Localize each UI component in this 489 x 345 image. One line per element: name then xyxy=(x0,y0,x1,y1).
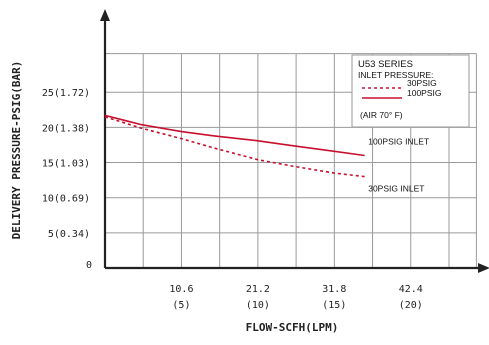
x-tick-sublabel: (20) xyxy=(399,300,423,311)
x-tick-label: 10.6 xyxy=(169,284,193,295)
legend-note: (AIR 70° F) xyxy=(360,110,403,120)
y-tick-labels: 0 5(0.34) 10(0.69) 15(1.03) 20(1.38) 25(1.72) xyxy=(42,88,92,271)
x-axis-title: FLOW-SCFH(LPM) xyxy=(246,321,339,334)
x-tick-label: 42.4 xyxy=(399,284,423,295)
y-tick-label: 5(0.34) xyxy=(48,229,90,240)
y-tick-label: 15(1.03) xyxy=(42,159,90,170)
x-tick-labels: 10.6 (5) 21.2 (10) 31.8 (15) 42.4 (20) xyxy=(169,284,422,311)
legend-title: U53 SERIES xyxy=(358,59,413,70)
series-lines xyxy=(104,114,365,178)
x-tick-sublabel: (15) xyxy=(322,300,346,311)
y-tick-label: 10(0.69) xyxy=(42,194,90,205)
y-axis-arrow xyxy=(100,9,110,21)
legend-label-30psig: 30PSIG xyxy=(407,78,437,88)
x-tick-label: 21.2 xyxy=(246,284,270,295)
y-axis-title: DELIVERY PRESSURE-PSIG(BAR) xyxy=(10,61,23,240)
annotations: 100PSIG INLET 30PSIG INLET xyxy=(368,136,429,193)
x-tick-sublabel: (10) xyxy=(246,300,270,311)
y-tick-label: 0 xyxy=(86,260,92,271)
series-line-100psig xyxy=(104,114,365,157)
axes xyxy=(100,9,489,273)
legend-label-100psig: 100PSIG xyxy=(407,88,442,98)
x-axis-arrow xyxy=(478,263,489,273)
annotation-label: 100PSIG INLET xyxy=(368,136,429,146)
y-tick-label: 20(1.38) xyxy=(42,123,90,134)
x-tick-sublabel: (5) xyxy=(172,300,190,311)
legend-box xyxy=(351,54,470,128)
legend-subtitle: INLET PRESSURE: xyxy=(358,70,433,80)
y-tick-label: 25(1.72) xyxy=(42,88,90,99)
x-tick-label: 31.8 xyxy=(322,284,346,295)
annotation-label: 30PSIG INLET xyxy=(368,183,424,193)
series-line-30psig xyxy=(104,116,365,178)
